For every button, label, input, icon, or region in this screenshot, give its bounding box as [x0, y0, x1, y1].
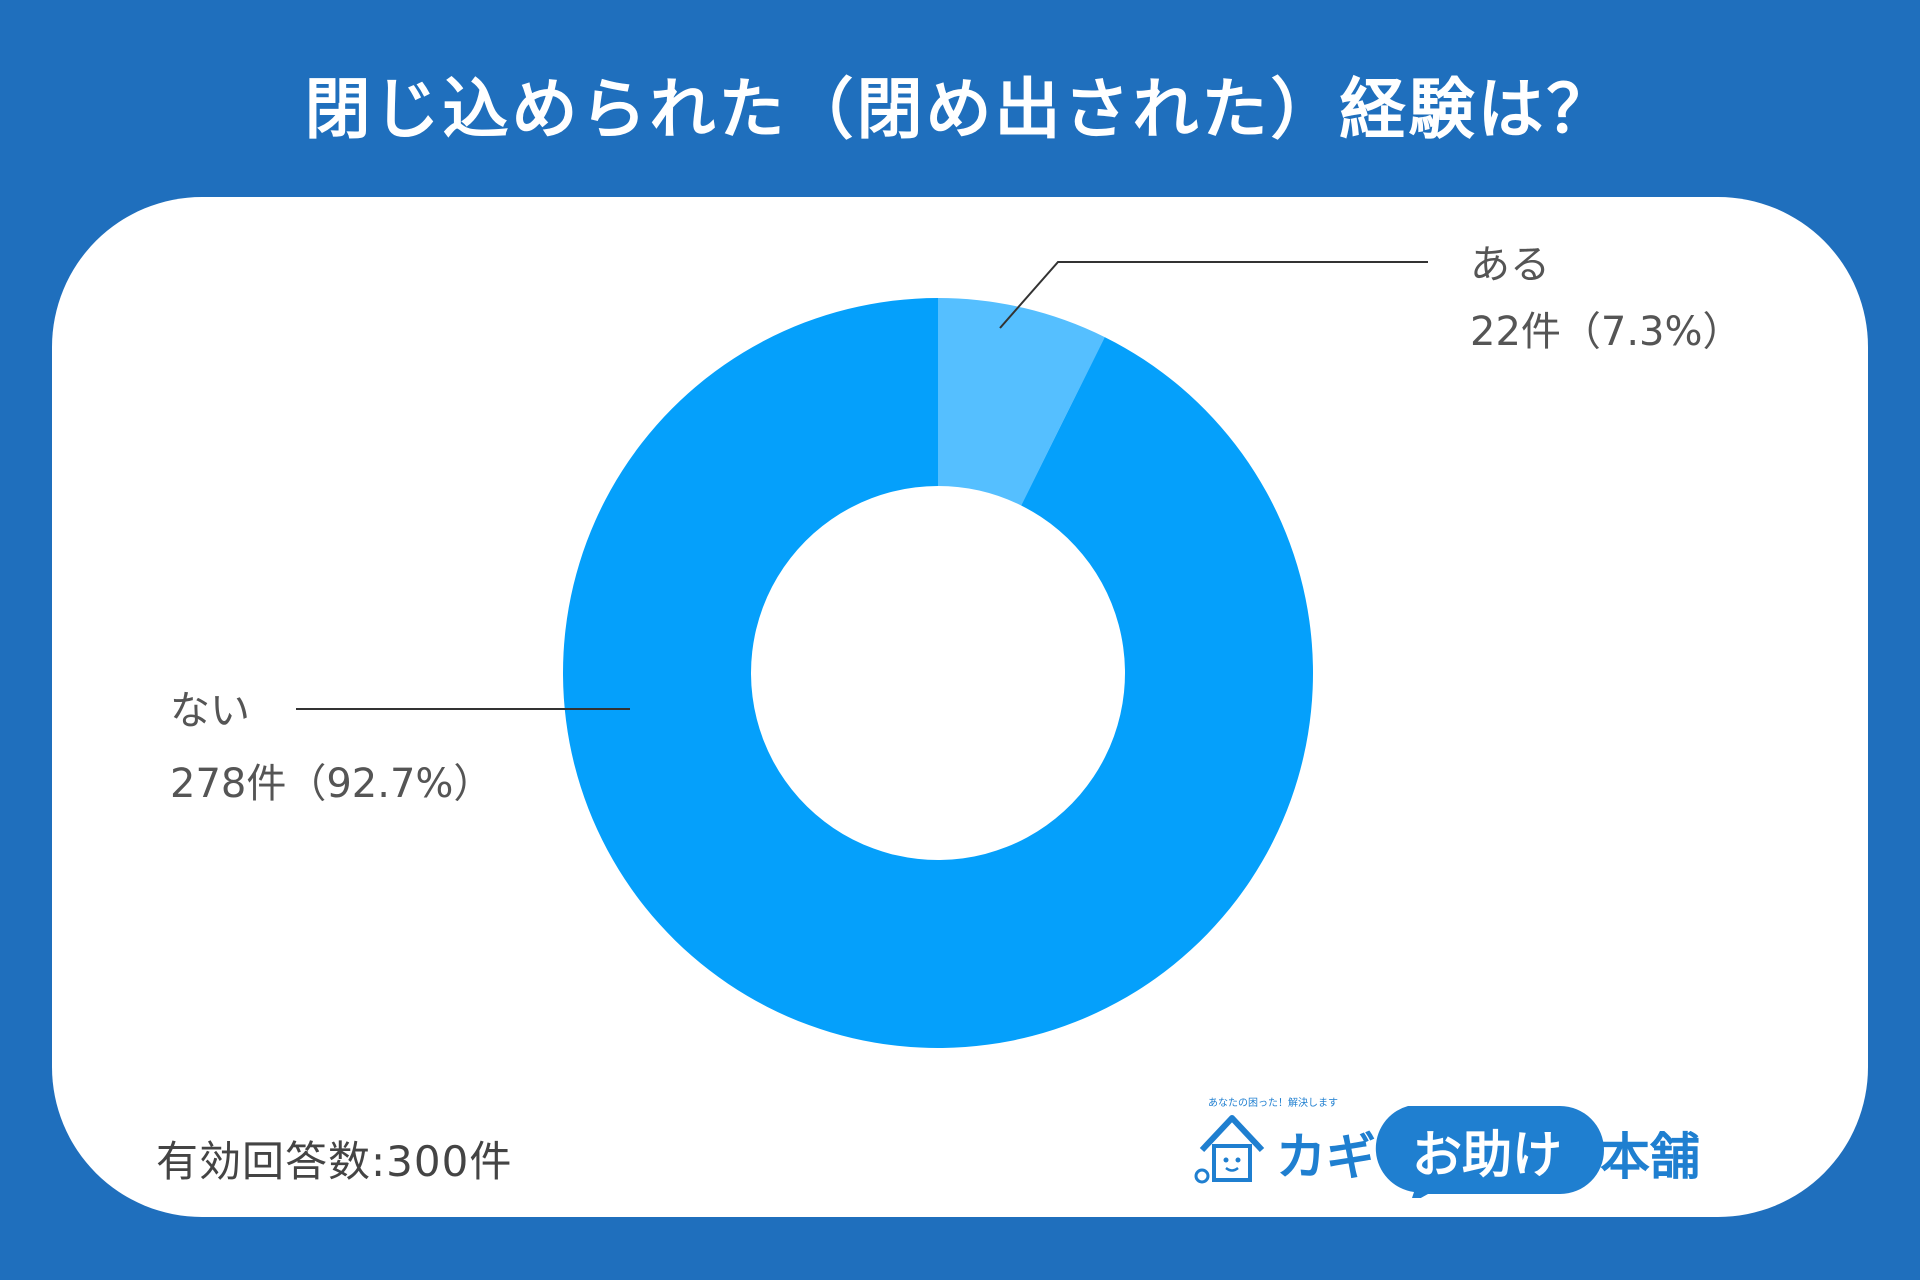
slice-label-name-0: ある [1470, 242, 1550, 288]
slice-label-value-0: 22件（7.3%） [1470, 309, 1743, 355]
leader-line-0 [999, 261, 1428, 329]
logo-name-kagi: カギ [1276, 1128, 1376, 1186]
slice-0 [938, 298, 1105, 506]
logo-speech-bubble [1375, 1106, 1604, 1198]
sample-size-note: 有効回答数:300件 [156, 1137, 513, 1186]
logo-tagline: あなたの困った！解決します [1208, 1096, 1338, 1109]
chart-title: 閉じ込められた（閉め出された）経験は？ [304, 71, 1616, 148]
logo-name-honpo: 本舗 [1600, 1128, 1700, 1186]
brand-logo: あなたの困った！解決します カギ お助け 本舗 [1194, 1096, 1700, 1198]
slice-label-name-1: ない [170, 688, 250, 734]
logo-name-otasuke: お助け [1412, 1126, 1562, 1184]
slice-label-value-1: 278件（92.7%） [170, 761, 493, 807]
house-key-icon [1194, 1115, 1265, 1184]
slice-1 [562, 298, 1313, 1049]
